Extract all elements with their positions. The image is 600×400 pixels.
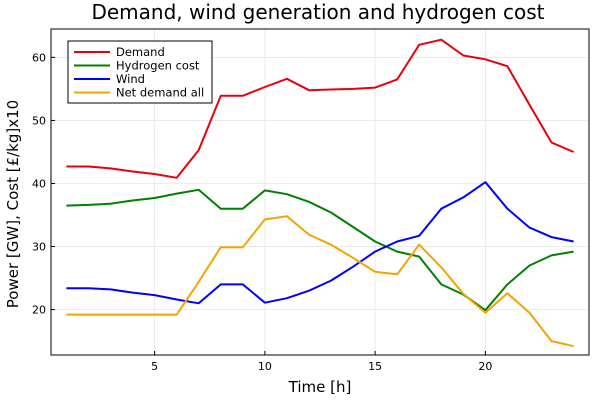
x-axis-ticks: 5 10 15 20 [151,351,492,373]
chart-title: Demand, wind generation and hydrogen cos… [91,0,544,24]
series-lines [66,38,574,348]
legend-label-wind: Wind [116,72,145,86]
x-tick-label: 5 [151,360,158,373]
y-axis-label: Power [GW], Cost [£/kg]x10 [4,100,22,308]
x-tick-label: 20 [478,360,492,373]
series-line-net-demand-all [66,215,574,348]
series-line-hydrogen-cost [66,188,574,312]
y-tick-label: 60 [32,51,46,64]
y-tick-label: 20 [32,304,46,317]
legend-label-hydrogen-cost: Hydrogen cost [116,59,200,73]
legend-label-net-demand-all: Net demand all [116,86,204,100]
y-axis-ticks: 20 30 40 50 60 [32,51,55,317]
series-line-demand [66,38,574,179]
y-tick-label: 40 [32,177,46,190]
grid [51,29,589,355]
series-line-wind [66,181,574,305]
y-tick-label: 30 [32,241,46,254]
x-tick-label: 15 [368,360,382,373]
plot-frame [50,28,590,356]
x-tick-label: 10 [258,360,272,373]
legend-label-demand: Demand [116,45,165,59]
x-axis-label: Time [h] [288,378,352,396]
y-tick-label: 50 [32,114,46,127]
